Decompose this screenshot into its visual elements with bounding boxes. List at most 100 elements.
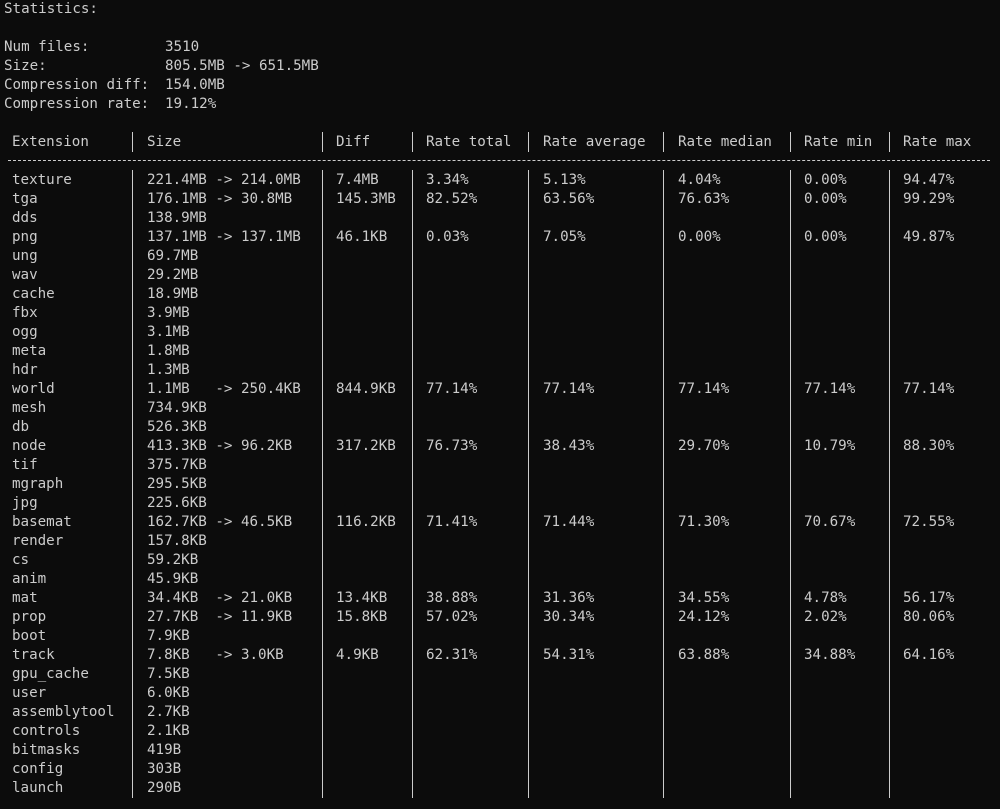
col-rate-max: 72.55% [903, 514, 955, 530]
table-row: mesh 734.9KB [4, 398, 1000, 418]
table-row: basemat 162.7KB -> 46.5KB 116.2KB 71.41% 71.… [4, 512, 1000, 532]
col-extension: prop [12, 609, 47, 625]
col-extension: config [12, 761, 64, 777]
column-separator [663, 398, 664, 418]
table-row: hdr 1.3MB [4, 360, 1000, 380]
column-separator [528, 607, 529, 627]
table-row: node 413.3KB -> 96.2KB 317.2KB 76.73% 38.43%… [4, 436, 1000, 456]
table-row: assemblytool 2.7KB [4, 702, 1000, 722]
terminal-output: Statistics: Num files: 3510 Size: 805.5M… [4, 0, 1000, 809]
col-size: 7.9KB [147, 628, 190, 644]
column-separator [528, 246, 529, 266]
column-separator [790, 740, 791, 760]
col-size: 18.9MB [147, 286, 199, 302]
column-separator [528, 664, 529, 684]
col-extension: dds [12, 210, 38, 226]
col-rate-median: 77.14% [678, 381, 730, 397]
column-separator [889, 474, 890, 494]
column-separator [889, 208, 890, 228]
col-extension: texture [12, 172, 72, 188]
column-separator [528, 778, 529, 798]
column-separator [663, 227, 664, 247]
col-size: 225.6KB [147, 495, 207, 511]
column-separator [889, 588, 890, 608]
table-row: mat 34.4KB -> 21.0KB 13.4KB 38.88% 31.36% 34.… [4, 588, 1000, 608]
column-separator [528, 208, 529, 228]
column-separator [790, 436, 791, 456]
column-separator [790, 512, 791, 532]
column-separator [663, 569, 664, 589]
column-separator [132, 645, 133, 665]
col-extension: render [12, 533, 64, 549]
col-extension: png [12, 229, 38, 245]
column-separator [412, 379, 413, 399]
column-separator [528, 322, 529, 342]
column-separator [412, 512, 413, 532]
column-separator [132, 246, 133, 266]
column-separator [663, 322, 664, 342]
column-separator [790, 778, 791, 798]
col-extension: basemat [12, 514, 72, 530]
column-separator [322, 265, 323, 285]
column-separator [790, 550, 791, 570]
column-separator [528, 740, 529, 760]
column-separator [322, 417, 323, 437]
column-separator [412, 170, 413, 190]
column-separator [790, 645, 791, 665]
column-separator [663, 189, 664, 209]
col-size: 3.9MB [147, 305, 190, 321]
column-separator [663, 588, 664, 608]
column-separator [889, 132, 890, 152]
column-separator [322, 645, 323, 665]
col-rate-average: 31.36% [543, 590, 595, 606]
column-separator [132, 360, 133, 380]
column-separator [528, 531, 529, 551]
table-row: track 7.8KB -> 3.0KB 4.9KB 62.31% 54.31% 63.8… [4, 645, 1000, 665]
column-separator [889, 227, 890, 247]
column-separator [322, 246, 323, 266]
column-separator [412, 474, 413, 494]
column-separator [889, 531, 890, 551]
stat-label: Num files: [4, 39, 90, 55]
column-separator [528, 417, 529, 437]
col-size: 162.7KB -> 46.5KB [147, 514, 293, 530]
column-separator [663, 664, 664, 684]
col-diff: 46.1KB [336, 229, 388, 245]
col-extension: fbx [12, 305, 38, 321]
column-separator [322, 721, 323, 741]
col-rate-min: 34.88% [804, 647, 856, 663]
col-size: 1.3MB [147, 362, 190, 378]
table-row: png 137.1MB -> 137.1MB 46.1KB 0.03% 7.05% 0.0… [4, 227, 1000, 247]
column-separator [790, 379, 791, 399]
column-separator [889, 455, 890, 475]
column-separator [322, 341, 323, 361]
col-extension: mat [12, 590, 38, 606]
column-separator [790, 246, 791, 266]
col-size: 303B [147, 761, 182, 777]
col-rate-total: 38.88% [426, 590, 478, 606]
column-separator [412, 645, 413, 665]
column-separator [790, 265, 791, 285]
col-extension: controls [12, 723, 81, 739]
column-separator [322, 626, 323, 646]
column-separator [412, 398, 413, 418]
col-rate-average: 30.34% [543, 609, 595, 625]
table-row: jpg 225.6KB [4, 493, 1000, 513]
column-separator [412, 360, 413, 380]
col-rate-total: 62.31% [426, 647, 478, 663]
column-separator [528, 170, 529, 190]
column-separator [132, 778, 133, 798]
stats-title: Statistics: [4, 1, 98, 17]
stat-value: 19.12% [165, 96, 217, 112]
col-size: 6.0KB [147, 685, 190, 701]
column-separator [528, 379, 529, 399]
column-separator [322, 512, 323, 532]
column-separator [528, 360, 529, 380]
col-rate-median: 29.70% [678, 438, 730, 454]
column-separator [528, 493, 529, 513]
stat-size: Size: 805.5MB -> 651.5MB [4, 57, 319, 76]
column-separator [322, 170, 323, 190]
table-row: wav 29.2MB [4, 265, 1000, 285]
table-row: anim 45.9KB [4, 569, 1000, 589]
column-separator [132, 132, 133, 152]
